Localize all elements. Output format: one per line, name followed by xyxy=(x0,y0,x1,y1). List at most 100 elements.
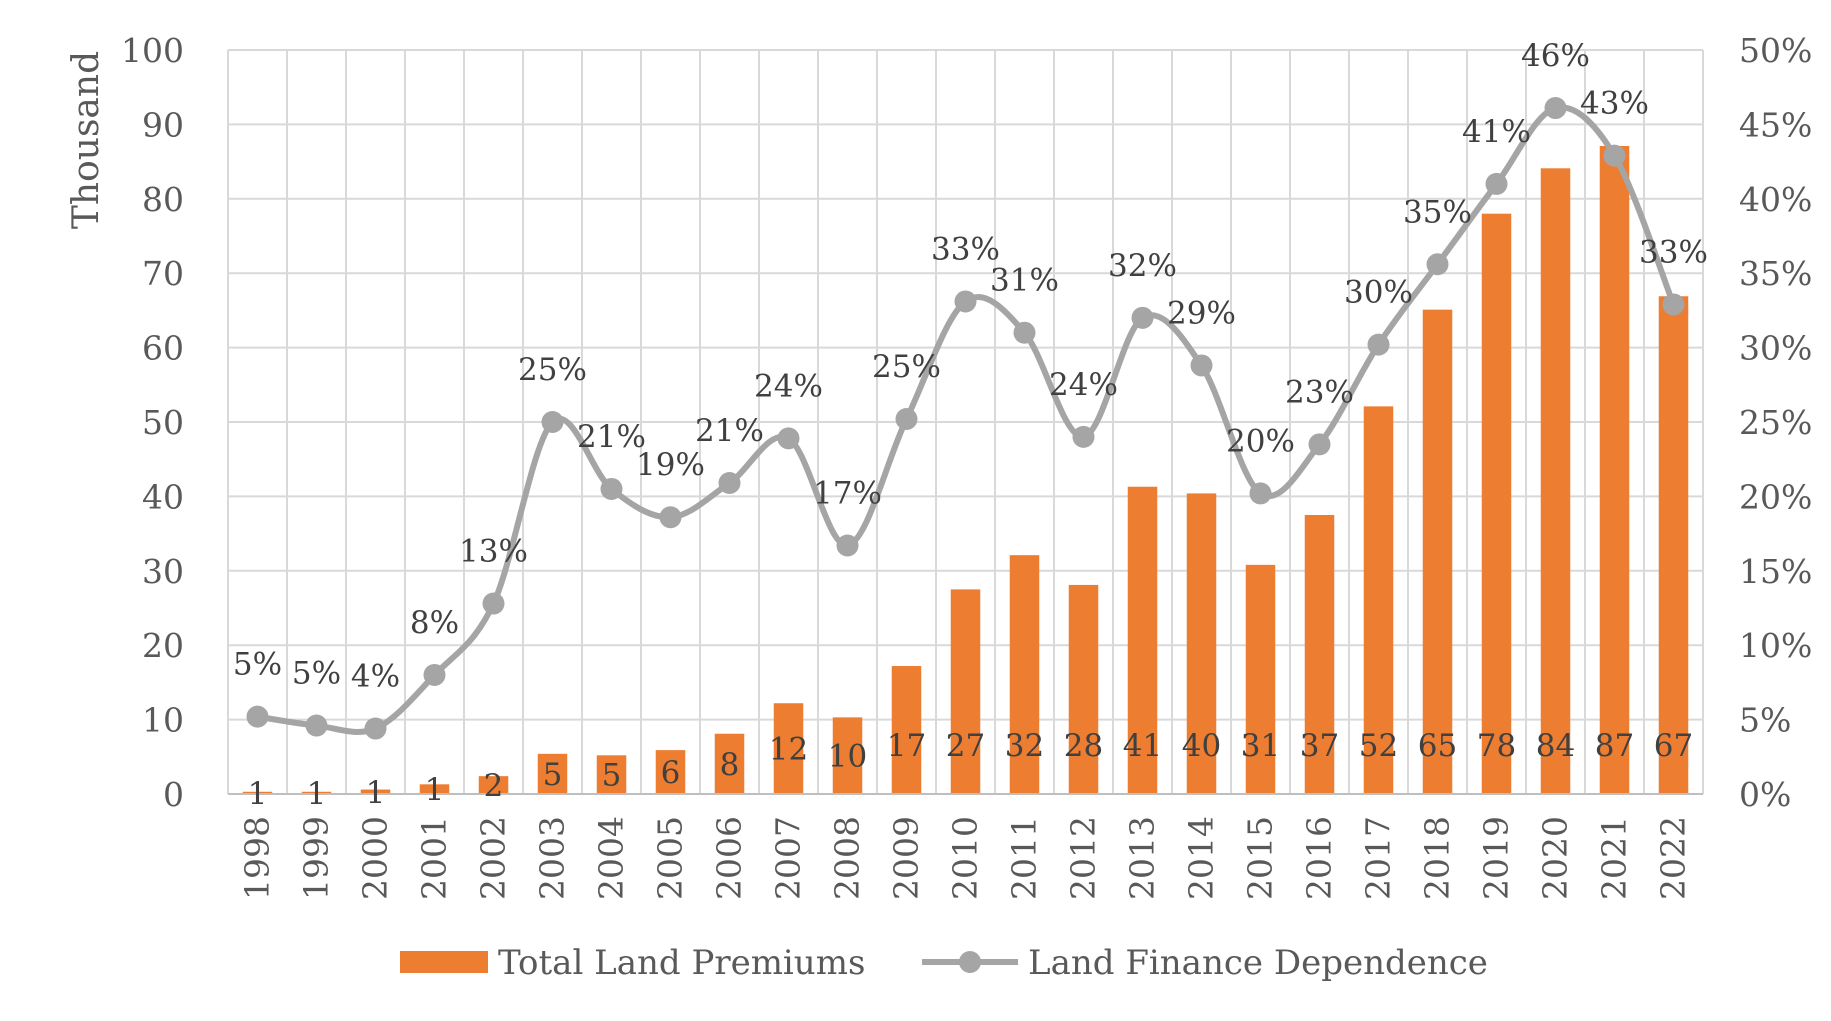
bar-value-label: 1 xyxy=(366,775,386,811)
y2-tick-label: 30% xyxy=(1739,329,1812,368)
line-value-label: 33% xyxy=(1639,234,1708,270)
x-tick-label: 2011 xyxy=(1005,816,1044,900)
line-value-label: 13% xyxy=(459,534,528,570)
bar xyxy=(714,733,745,794)
line-point xyxy=(1072,425,1095,448)
y-tick-label: 70 xyxy=(142,254,184,293)
bar-value-label: 27 xyxy=(946,728,985,764)
x-tick-label: 2008 xyxy=(828,816,867,900)
line-point xyxy=(836,534,859,557)
line-value-label: 5% xyxy=(233,647,282,683)
y2-tick-label: 40% xyxy=(1739,180,1812,219)
bar xyxy=(360,789,391,794)
bar-value-label: 6 xyxy=(661,755,681,791)
y-tick-label: 0 xyxy=(163,775,184,814)
bar-value-label: 67 xyxy=(1654,728,1693,764)
x-tick-label: 2022 xyxy=(1654,816,1693,900)
line-point xyxy=(777,427,800,450)
x-tick-label: 2014 xyxy=(1182,816,1221,900)
x-tick-label: 1999 xyxy=(297,816,336,900)
x-tick-label: 2004 xyxy=(592,816,631,900)
line-point xyxy=(541,411,564,433)
bar-value-label: 40 xyxy=(1182,728,1221,764)
bar xyxy=(1658,296,1689,794)
line-value-label: 32% xyxy=(1108,248,1177,284)
bar xyxy=(773,703,804,794)
bar-value-label: 87 xyxy=(1595,728,1634,764)
line-point xyxy=(1603,144,1626,167)
gridlines xyxy=(227,49,1704,794)
legend-swatch-bar xyxy=(400,951,488,973)
y2-tick-label: 45% xyxy=(1739,105,1812,144)
line-point xyxy=(1249,482,1272,505)
bar-value-label: 78 xyxy=(1477,728,1516,764)
line-value-label: 19% xyxy=(636,447,705,483)
line-point xyxy=(1485,172,1508,195)
data-labels: 1 1 1 1 2 5 5 6 8 12 10 17 27 32 28 41 40 31 37 52 65 78 84 87 6… xyxy=(233,38,1708,812)
y-tick-label: 100 xyxy=(121,31,184,70)
line-point xyxy=(1544,97,1567,120)
y-tick-label: 40 xyxy=(142,477,184,516)
line-value-label: 25% xyxy=(872,349,941,385)
x-tick-label: 2012 xyxy=(1064,816,1103,900)
y-tick-label: 90 xyxy=(142,105,184,144)
bar-value-label: 1 xyxy=(425,772,445,808)
bar-value-label: 5 xyxy=(543,757,563,793)
line-value-label: 25% xyxy=(518,352,587,388)
line-value-label: 8% xyxy=(410,605,459,641)
bar xyxy=(478,776,509,794)
x-tick-label: 2002 xyxy=(474,816,513,900)
line-value-label: 21% xyxy=(577,419,646,455)
legend: Total Land Premiums Land Finance Depende… xyxy=(400,943,1488,983)
bar xyxy=(1540,168,1571,794)
bar xyxy=(301,791,332,794)
line-point xyxy=(364,717,387,740)
line-value-label: 29% xyxy=(1167,295,1236,331)
tick-labels: 0 0%10 5%20 10%30 15%40 20%50 25%60 30%70 35%80 4… xyxy=(121,31,1812,900)
line-point xyxy=(954,290,977,313)
bar-value-label: 31 xyxy=(1241,728,1280,764)
bar-value-label: 84 xyxy=(1536,728,1575,764)
x-tick-label: 2000 xyxy=(356,816,395,900)
legend-label-bar: Total Land Premiums xyxy=(498,943,865,983)
y-tick-label: 50 xyxy=(142,403,184,442)
bar xyxy=(419,784,450,794)
x-tick-label: 2019 xyxy=(1477,816,1516,900)
line-point xyxy=(1367,333,1390,356)
line-value-label: 23% xyxy=(1285,374,1354,410)
line-point xyxy=(1013,321,1036,344)
line-point xyxy=(246,705,269,728)
line-point xyxy=(659,506,682,529)
line-point xyxy=(895,408,918,431)
bar xyxy=(891,666,922,794)
y2-tick-label: 0% xyxy=(1739,775,1791,814)
bar xyxy=(537,753,568,794)
bar xyxy=(1245,564,1276,794)
x-tick-label: 2018 xyxy=(1418,816,1457,900)
bar xyxy=(1363,406,1394,794)
line-value-label: 30% xyxy=(1344,275,1413,311)
x-tick-label: 2010 xyxy=(946,816,985,900)
line-value-label: 24% xyxy=(1049,367,1118,403)
y-tick-label: 60 xyxy=(142,329,184,368)
bar-value-label: 17 xyxy=(887,728,926,764)
bar xyxy=(1304,515,1335,794)
x-tick-label: 2021 xyxy=(1595,816,1634,900)
legend-label-line: Land Finance Dependence xyxy=(1028,943,1488,983)
line-point xyxy=(718,472,741,495)
line-series xyxy=(246,97,1685,740)
bar-value-label: 52 xyxy=(1359,728,1398,764)
y2-tick-label: 25% xyxy=(1739,403,1812,442)
line-value-label: 31% xyxy=(990,263,1059,299)
bar-value-label: 28 xyxy=(1064,728,1103,764)
bar-value-label: 5 xyxy=(602,758,622,794)
y-tick-label: 80 xyxy=(142,180,184,219)
bar xyxy=(950,589,981,794)
line-point xyxy=(305,714,328,737)
line-point xyxy=(1190,354,1213,377)
line-point xyxy=(423,663,446,686)
line-value-label: 20% xyxy=(1226,423,1295,459)
line-value-label: 4% xyxy=(351,659,400,695)
bar xyxy=(655,750,686,794)
x-tick-label: 2017 xyxy=(1359,816,1398,900)
